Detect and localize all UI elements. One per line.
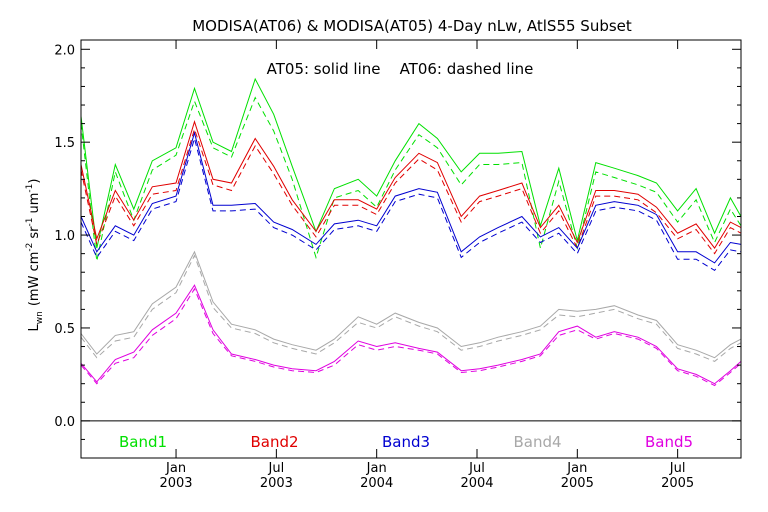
- y-axis-label-main: L: [27, 323, 42, 331]
- x-tick-year-2: 2004: [360, 476, 393, 491]
- series-band1-solid: [80, 77, 742, 249]
- series-band4-dashed: [80, 254, 742, 362]
- plot-frame: [80, 39, 742, 459]
- svg-text:Lwn(mW cm-2sr-1um-1): Lwn(mW cm-2sr-1um-1): [25, 179, 45, 332]
- y-axis-label-subscript: wn: [35, 311, 45, 324]
- series-band5-dashed: [80, 287, 742, 387]
- x-tick-month-3: Jul: [468, 461, 485, 476]
- x-tick-year-1: 2003: [260, 476, 293, 491]
- x-tick-month-5: Jul: [669, 461, 686, 476]
- y-axis-label-units-b: sr: [27, 226, 42, 239]
- y-tick-label-3: 1.5: [54, 136, 75, 151]
- legend-band3: Band3: [382, 433, 430, 451]
- series-band3-dashed: [80, 136, 742, 272]
- x-tick-month-1: Jul: [268, 461, 285, 476]
- x-tick-year-4: 2005: [561, 476, 594, 491]
- y-axis-label-units-close: ): [27, 179, 42, 184]
- series-band2-solid: [80, 120, 742, 249]
- y-axis-label-exp-a: -2: [25, 243, 35, 252]
- y-axis-label: Lwn(mW cm-2sr-1um-1): [25, 179, 45, 332]
- legend-band1: Band1: [119, 433, 167, 451]
- x-tick-year-5: 2005: [661, 476, 694, 491]
- plot-lines: [80, 77, 742, 387]
- series-band4-solid: [80, 250, 742, 359]
- legend-band5: Band5: [645, 433, 693, 451]
- legend: Band1 Band2 Band3 Band4 Band5: [119, 433, 693, 451]
- legend-band4: Band4: [513, 433, 561, 451]
- series-band5-solid: [80, 284, 742, 385]
- series-band2-dashed: [80, 127, 742, 255]
- y-tick-label-0: 0.0: [54, 415, 75, 430]
- legend-band2: Band2: [250, 433, 298, 451]
- x-tick-month-4: Jan: [566, 461, 587, 476]
- y-axis-label-units-a: (mW cm: [27, 252, 42, 307]
- axes: 0.00.51.01.52.0Jan2003Jul2003Jan2004Jul2…: [54, 39, 742, 491]
- y-tick-label-1: 0.5: [54, 322, 75, 337]
- x-tick-year-0: 2003: [159, 476, 192, 491]
- y-axis-label-units-c: um: [27, 193, 42, 214]
- chart-title: MODISA(AT06) & MODISA(AT05) 4-Day nLw, A…: [192, 17, 632, 35]
- series-band3-solid: [80, 131, 742, 264]
- y-axis-label-exp-c: -1: [25, 184, 35, 193]
- y-tick-label-4: 2.0: [54, 43, 75, 58]
- y-axis-label-exp-b: -1: [25, 218, 35, 227]
- x-tick-month-0: Jan: [165, 461, 186, 476]
- y-tick-label-2: 1.0: [54, 229, 75, 244]
- x-tick-year-3: 2004: [460, 476, 493, 491]
- line-style-annotation: AT05: solid line AT06: dashed line: [267, 60, 534, 78]
- x-tick-month-2: Jan: [366, 461, 387, 476]
- series-band1-dashed: [80, 96, 742, 262]
